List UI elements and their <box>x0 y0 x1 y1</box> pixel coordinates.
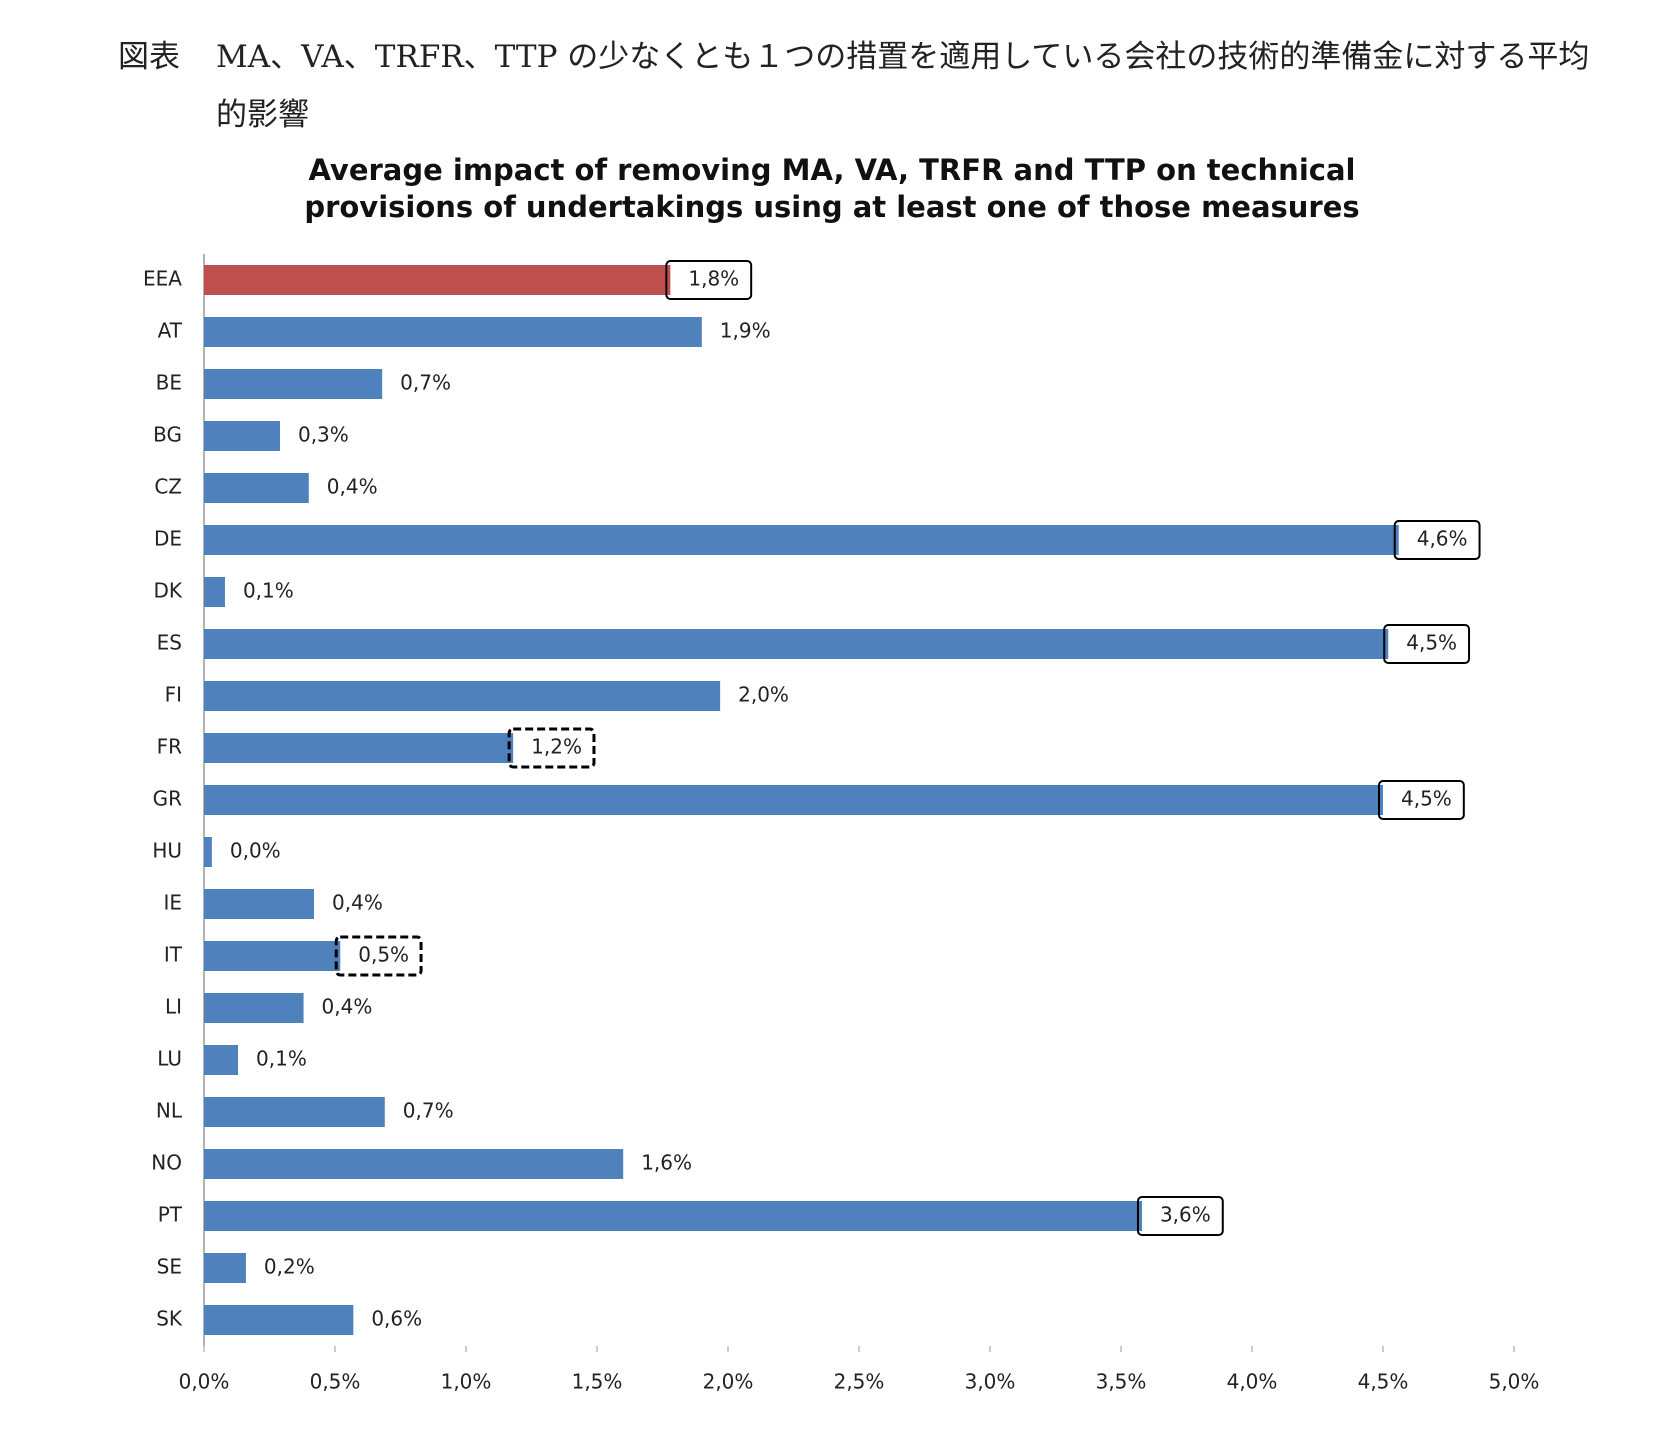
y-tick-label: PT <box>158 1203 183 1227</box>
value-label: 0,2% <box>264 1255 315 1279</box>
x-tick-label: 0,5% <box>310 1370 361 1394</box>
value-label: 1,6% <box>641 1151 692 1175</box>
value-label: 4,5% <box>1401 787 1452 811</box>
bar <box>204 525 1399 555</box>
caption: 図表 MA、VA、TRFR、TTP の少なくとも１つの措置を適用している会社の技… <box>118 28 1598 144</box>
x-tick-label: 5,0% <box>1489 1370 1540 1394</box>
value-label: 0,5% <box>358 943 409 967</box>
bar <box>204 421 280 451</box>
y-tick-label: CZ <box>154 475 182 499</box>
bar <box>204 473 309 503</box>
bar <box>204 889 315 919</box>
bar <box>204 1045 239 1075</box>
value-label: 0,3% <box>298 423 349 447</box>
x-tick-label: 4,5% <box>1358 1370 1409 1394</box>
value-label: 1,8% <box>688 267 739 291</box>
x-tick-label: 2,0% <box>703 1370 754 1394</box>
label-box <box>1136 1196 1224 1236</box>
x-tick-label: 0,0% <box>179 1370 230 1394</box>
bar <box>204 1097 385 1127</box>
bar <box>204 1305 354 1335</box>
bar <box>204 629 1389 659</box>
y-tick-label: IE <box>163 891 182 915</box>
bar <box>204 837 212 867</box>
y-tick-label: FR <box>157 735 183 759</box>
y-tick-label: SK <box>156 1307 183 1331</box>
bar <box>204 317 702 347</box>
y-tick-label: GR <box>153 787 182 811</box>
value-label: 1,9% <box>720 319 771 343</box>
label-box <box>334 935 423 977</box>
x-tick-label: 3,0% <box>965 1370 1016 1394</box>
y-tick-label: LU <box>157 1047 182 1071</box>
bar <box>204 577 225 607</box>
chart-title: Average impact of removing MA, VA, TRFR … <box>304 153 1360 224</box>
x-tick-label: 1,5% <box>572 1370 623 1394</box>
value-label: 0,4% <box>332 891 383 915</box>
label-box <box>1383 624 1471 664</box>
value-label: 0,1% <box>243 579 294 603</box>
y-tick-label: NO <box>151 1151 182 1175</box>
y-tick-label: DK <box>153 579 182 603</box>
value-label: 0,0% <box>230 839 281 863</box>
value-label: 4,6% <box>1417 527 1468 551</box>
bar <box>204 265 671 295</box>
value-label: 3,6% <box>1160 1203 1211 1227</box>
y-tick-label: LI <box>165 995 182 1019</box>
x-tick-label: 2,5% <box>834 1370 885 1394</box>
y-tick-label: HU <box>152 839 182 863</box>
x-tick-label: 1,0% <box>441 1370 492 1394</box>
value-label: 0,6% <box>371 1307 422 1331</box>
bar <box>204 1149 624 1179</box>
y-tick-label: ES <box>157 631 182 655</box>
value-label: 0,1% <box>256 1047 307 1071</box>
bar <box>204 993 304 1023</box>
label-box <box>665 260 753 300</box>
y-tick-label: DE <box>154 527 182 551</box>
caption-text: MA、VA、TRFR、TTP の少なくとも１つの措置を適用している会社の技術的準… <box>216 39 1590 133</box>
bar <box>204 785 1383 815</box>
y-tick-label: EEA <box>143 267 182 291</box>
y-tick-label: AT <box>158 319 183 343</box>
bar <box>204 941 341 971</box>
bar <box>204 369 383 399</box>
y-tick-label: NL <box>156 1099 183 1123</box>
value-label: 0,7% <box>403 1099 454 1123</box>
bar <box>204 733 514 763</box>
label-box <box>1378 780 1465 820</box>
label-box <box>507 727 596 769</box>
y-tick-label: SE <box>157 1255 182 1279</box>
bar <box>204 1201 1142 1231</box>
value-label: 0,4% <box>327 475 378 499</box>
bar <box>204 681 721 711</box>
label-box <box>1393 520 1481 560</box>
y-tick-label: BE <box>156 371 182 395</box>
value-label: 1,2% <box>531 735 582 759</box>
y-tick-label: FI <box>165 683 182 707</box>
value-label: 0,4% <box>322 995 373 1019</box>
value-label: 0,7% <box>400 371 451 395</box>
value-label: 2,0% <box>738 683 789 707</box>
x-tick-label: 3,5% <box>1096 1370 1147 1394</box>
x-tick-label: 4,0% <box>1227 1370 1278 1394</box>
value-label: 4,5% <box>1406 631 1457 655</box>
y-tick-label: IT <box>164 943 183 967</box>
bar <box>204 1253 246 1283</box>
y-tick-label: BG <box>153 423 182 447</box>
caption-label: 図表 <box>118 39 180 75</box>
